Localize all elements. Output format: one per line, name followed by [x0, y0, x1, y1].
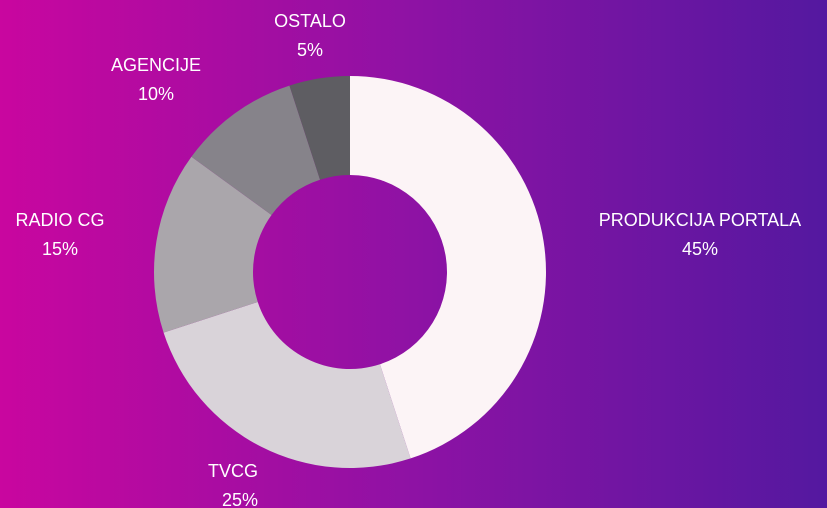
donut-slice	[191, 85, 321, 215]
donut-slice	[154, 156, 272, 333]
slice-value-label: 5%	[297, 40, 323, 60]
donut-slice	[289, 76, 350, 180]
slice-label: RADIO CG	[15, 210, 104, 230]
donut-slice	[163, 301, 411, 468]
slice-label: AGENCIJE	[111, 55, 201, 75]
slice-value-label: 25%	[222, 490, 258, 508]
slice-value-label: 45%	[682, 239, 718, 259]
slice-label: PRODUKCIJA PORTALA	[599, 210, 801, 230]
slice-label: TVCG	[208, 461, 258, 481]
slice-label: OSTALO	[274, 11, 346, 31]
donut-slice	[350, 76, 546, 459]
slice-value-label: 15%	[42, 239, 78, 259]
slice-value-label: 10%	[138, 84, 174, 104]
